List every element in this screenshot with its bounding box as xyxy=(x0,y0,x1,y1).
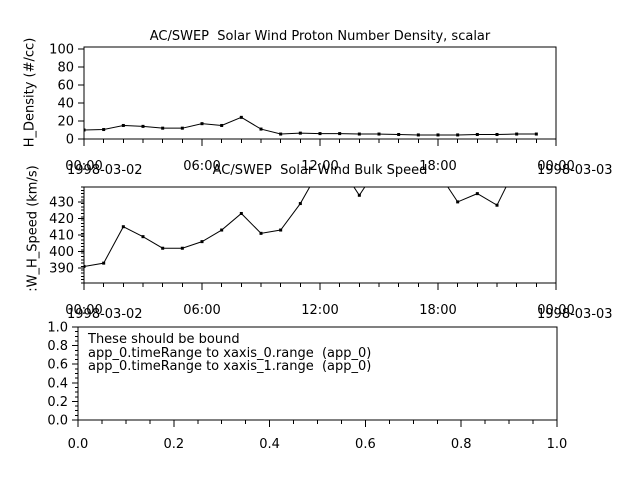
data-point-marker xyxy=(397,132,401,136)
x-tick-label: 00:00 xyxy=(65,303,102,318)
x-tick-label: 1.0 xyxy=(547,437,568,452)
data-point-marker xyxy=(141,235,145,239)
data-point-marker xyxy=(239,115,243,119)
y-tick-label: 60 xyxy=(57,78,74,93)
y-tick-label: 430 xyxy=(49,195,74,210)
data-point-marker xyxy=(220,123,224,127)
panel3-annotation: These should be bound app_0.timeRange to… xyxy=(88,333,371,374)
y-tick-label: 1.0 xyxy=(47,321,68,336)
y-tick-label: 40 xyxy=(57,96,74,111)
data-point-marker xyxy=(180,126,184,130)
panel1-start-date: 1998-03-02 xyxy=(67,163,143,178)
y-tick-label: 100 xyxy=(49,42,74,57)
data-point-marker xyxy=(84,264,86,268)
data-point-marker xyxy=(298,202,302,206)
panel1-end-date: 1998-03-03 xyxy=(537,163,613,178)
annotation-line-3: app_0.timeRange to xaxis_1.range (app_0) xyxy=(88,359,372,374)
x-tick-label: 18:00 xyxy=(419,303,456,318)
data-point-marker xyxy=(475,132,479,136)
data-point-marker xyxy=(141,124,145,128)
data-point-marker xyxy=(456,200,460,204)
series-line xyxy=(84,187,507,267)
data-point-marker xyxy=(357,132,361,136)
data-point-marker xyxy=(279,132,283,136)
data-point-marker xyxy=(377,132,381,136)
data-point-marker xyxy=(515,132,519,136)
data-point-marker xyxy=(121,225,125,229)
data-point-marker xyxy=(220,228,224,232)
series-line xyxy=(84,116,537,136)
y-tick-label: 0.8 xyxy=(47,339,68,354)
data-point-marker xyxy=(397,157,400,160)
data-point-marker xyxy=(200,240,204,244)
y-tick-label: 410 xyxy=(49,229,74,244)
x-tick-label: 18:00 xyxy=(419,159,456,174)
y-tick-label: 0.6 xyxy=(47,358,68,373)
panel2-ylabel: :W_H_Speed (km/s) xyxy=(25,165,41,292)
x-tick-label: 0.4 xyxy=(259,437,280,452)
data-point-marker xyxy=(456,133,460,137)
x-tick-label: 00:00 xyxy=(537,303,574,318)
panel-1: 0 20 40 60 80 100 00:00 06:00 12:00 18:00 00:00 xyxy=(49,42,575,174)
data-point-marker xyxy=(239,211,243,215)
y-tick-label: 0 xyxy=(66,133,74,148)
data-point-marker xyxy=(259,127,263,131)
data-point-marker xyxy=(338,132,342,136)
data-point-marker xyxy=(102,128,106,132)
data-point-marker xyxy=(180,246,184,250)
data-point-marker xyxy=(161,246,165,250)
x-tick-label: 12:00 xyxy=(301,303,338,318)
data-point-marker xyxy=(416,133,420,137)
panel-2-plot-area[interactable] xyxy=(84,187,556,283)
x-tick-label: 06:00 xyxy=(183,159,220,174)
data-point-marker xyxy=(495,203,499,207)
data-point-marker xyxy=(318,132,322,136)
panel-3: 0.0 0.2 0.4 0.6 0.8 1.0 0.0 0.2 0.4 0.6 0.8 1.0 xyxy=(47,321,567,453)
data-point-marker xyxy=(84,128,86,132)
y-tick-label: 420 xyxy=(49,212,74,227)
y-tick-label: 80 xyxy=(57,60,74,75)
data-point-marker xyxy=(534,132,538,136)
x-tick-label: 0.8 xyxy=(451,437,472,452)
x-tick-label: 06:00 xyxy=(183,303,220,318)
data-point-marker xyxy=(475,192,479,196)
x-tick-label: 0.2 xyxy=(163,437,184,452)
data-point-marker xyxy=(495,132,499,136)
panel2-title: AC/SWEP Solar Wind Bulk Speed xyxy=(212,163,428,178)
x-tick-label: 0.0 xyxy=(68,437,89,452)
data-point-marker xyxy=(436,133,440,137)
x-tick-label: 00:00 xyxy=(537,159,574,174)
panel-1-plot-area[interactable] xyxy=(84,47,556,139)
y-tick-label: 0.2 xyxy=(47,395,68,410)
x-tick-label: 0.6 xyxy=(355,437,376,452)
data-point-marker xyxy=(279,228,283,232)
panel2-end-date: 1998-03-03 xyxy=(537,307,613,322)
data-point-marker xyxy=(102,261,106,265)
y-tick-label: 20 xyxy=(57,114,74,129)
data-point-marker xyxy=(161,126,165,130)
y-tick-label: 390 xyxy=(49,262,74,277)
panel1-title: AC/SWEP Solar Wind Proton Number Density… xyxy=(149,29,491,44)
x-tick-label: 00:00 xyxy=(65,159,102,174)
data-point-marker xyxy=(298,131,302,135)
y-tick-label: 0.4 xyxy=(47,376,68,391)
y-tick-label: 0.0 xyxy=(47,414,68,429)
data-point-marker xyxy=(259,231,263,235)
annotation-line-1: These should be bound xyxy=(88,332,240,347)
data-point-marker xyxy=(121,123,125,127)
annotation-line-2: app_0.timeRange to xaxis_0.range (app_0) xyxy=(88,345,372,361)
x-tick-label: 12:00 xyxy=(301,159,338,174)
panel2-start-date: 1998-03-02 xyxy=(67,307,143,322)
y-tick-label: 400 xyxy=(49,245,74,260)
data-point-marker xyxy=(200,122,204,126)
data-point-marker xyxy=(357,193,361,197)
